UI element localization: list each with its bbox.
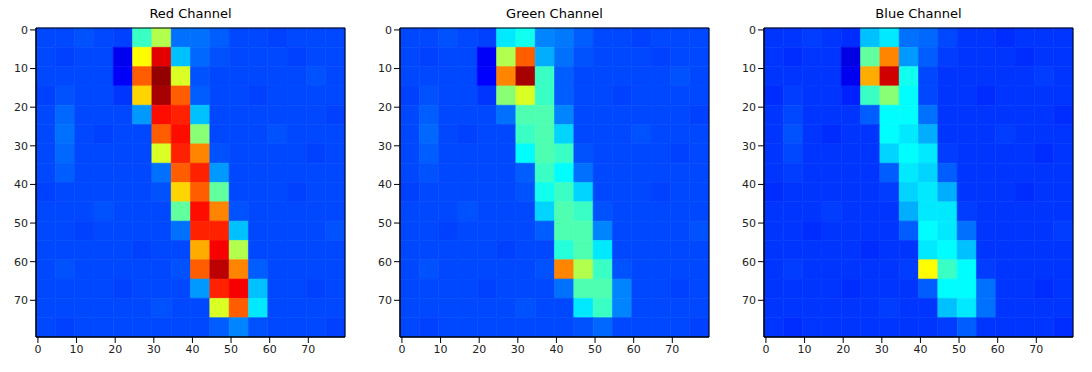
svg-text:0: 0 xyxy=(749,24,756,37)
svg-text:30: 30 xyxy=(875,343,889,356)
svg-text:60: 60 xyxy=(742,256,756,269)
svg-text:70: 70 xyxy=(14,294,28,307)
svg-text:60: 60 xyxy=(263,343,277,356)
svg-text:60: 60 xyxy=(14,256,28,269)
svg-text:10: 10 xyxy=(14,62,28,75)
svg-text:40: 40 xyxy=(742,178,756,191)
html-text:Blue Channel: Blue Channel xyxy=(875,6,962,21)
svg-text:20: 20 xyxy=(14,101,28,114)
svg-text:10: 10 xyxy=(798,343,812,356)
svg-text:0: 0 xyxy=(21,24,28,37)
svg-text:30: 30 xyxy=(147,343,161,356)
svg-text:50: 50 xyxy=(588,343,602,356)
svg-text:0: 0 xyxy=(385,24,392,37)
svg-text:30: 30 xyxy=(378,140,392,153)
svg-text:70: 70 xyxy=(665,343,679,356)
svg-text:30: 30 xyxy=(742,140,756,153)
svg-text:20: 20 xyxy=(742,101,756,114)
svg-text:60: 60 xyxy=(627,343,641,356)
svg-text:30: 30 xyxy=(14,140,28,153)
svg-text:30: 30 xyxy=(511,343,525,356)
svg-text:40: 40 xyxy=(378,178,392,191)
svg-text:40: 40 xyxy=(913,343,927,356)
svg-text:40: 40 xyxy=(549,343,563,356)
svg-text:60: 60 xyxy=(378,256,392,269)
svg-text:50: 50 xyxy=(952,343,966,356)
svg-text:50: 50 xyxy=(742,217,756,230)
html-text:Red Channel: Red Channel xyxy=(149,6,232,21)
svg-text:0: 0 xyxy=(762,343,769,356)
html-text:Green Channel: Green Channel xyxy=(506,6,603,21)
svg-text:40: 40 xyxy=(185,343,199,356)
svg-text:10: 10 xyxy=(742,62,756,75)
svg-text:20: 20 xyxy=(836,343,850,356)
svg-text:10: 10 xyxy=(378,62,392,75)
svg-text:0: 0 xyxy=(398,343,405,356)
svg-text:20: 20 xyxy=(472,343,486,356)
svg-text:50: 50 xyxy=(224,343,238,356)
svg-text:0: 0 xyxy=(34,343,41,356)
svg-text:70: 70 xyxy=(301,343,315,356)
svg-text:20: 20 xyxy=(108,343,122,356)
svg-text:40: 40 xyxy=(14,178,28,191)
svg-text:70: 70 xyxy=(1029,343,1043,356)
svg-text:20: 20 xyxy=(378,101,392,114)
svg-text:50: 50 xyxy=(378,217,392,230)
svg-text:50: 50 xyxy=(14,217,28,230)
svg-text:70: 70 xyxy=(378,294,392,307)
svg-text:60: 60 xyxy=(991,343,1005,356)
svg-text:10: 10 xyxy=(434,343,448,356)
svg-text:70: 70 xyxy=(742,294,756,307)
svg-text:10: 10 xyxy=(70,343,84,356)
